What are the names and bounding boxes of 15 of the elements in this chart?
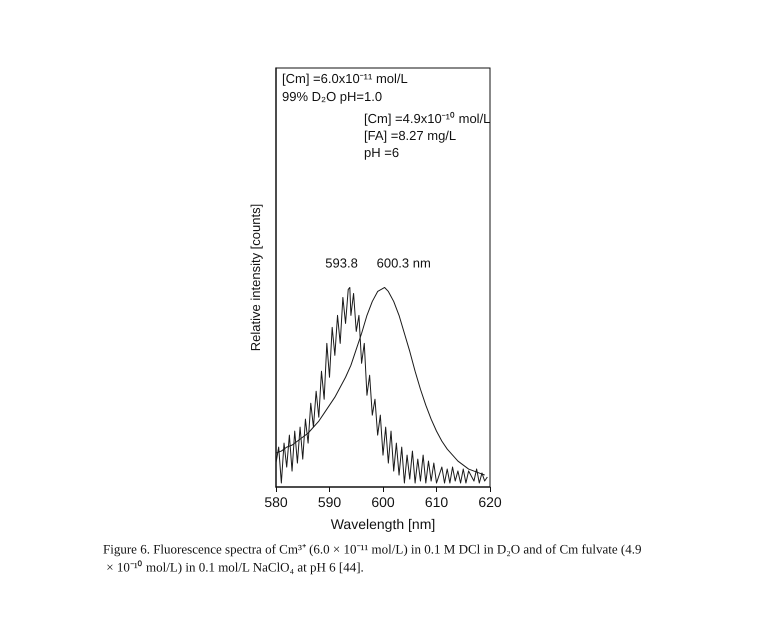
annotation: 593.8 xyxy=(325,255,358,270)
x-tick-label: 620 xyxy=(478,494,502,510)
text: 99% D₂O pH=1.0 xyxy=(282,89,382,104)
text: [Cm] =6.0x10⁻¹¹ mol/L xyxy=(282,71,408,86)
x-tick-label: 580 xyxy=(264,494,288,510)
x-tick-label: 600 xyxy=(371,494,395,510)
x-tick-label: 590 xyxy=(318,494,342,510)
caption: Figure 6. Fluorescence spectra of Cm³⁺ (6.0 × 10⁻¹¹ mol/L) in 0.1 M DCl in D₂O and of Cm fulvate (4.9 × 10⁻¹⁰ mol/L) in 0.1 mol/L NaClO₄ at pH 6 [44]. xyxy=(103,542,642,574)
text: [FA] =8.27 mg/L xyxy=(364,128,456,143)
x-axis-title: Wavelength [nm] xyxy=(330,516,436,532)
x-tick-label: 610 xyxy=(424,494,448,510)
text: [Cm] =4.9x10⁻¹⁰ mol/L xyxy=(364,111,490,126)
annotation: 600.3 nm xyxy=(376,255,431,270)
y-axis-title: Relative intensity [counts] xyxy=(248,204,263,352)
text: pH =6 xyxy=(364,145,400,160)
